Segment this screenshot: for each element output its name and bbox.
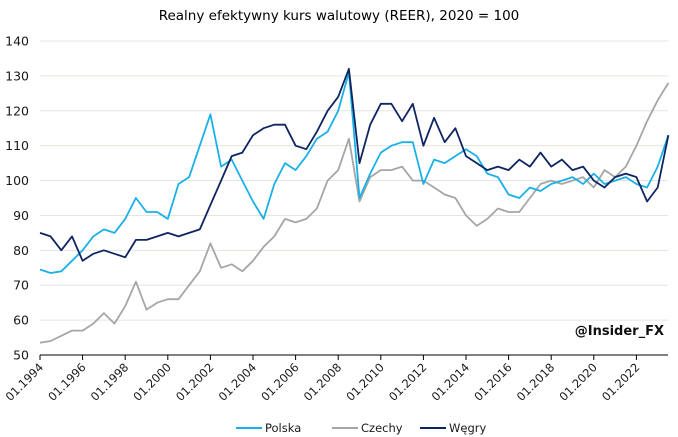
- watermark: @Insider_FX: [575, 324, 664, 339]
- series-line-węgry: [39, 68, 670, 262]
- x-tick-label: 01.2018: [514, 360, 558, 404]
- y-tick-label: 110: [5, 138, 29, 153]
- x-tick-label: 01.1998: [88, 360, 132, 404]
- x-tick-label: 01.2008: [301, 360, 345, 404]
- y-tick-label: 90: [13, 208, 29, 223]
- y-tick-label: 50: [13, 348, 29, 363]
- legend-label: Czechy: [361, 421, 403, 435]
- y-tick-label: 80: [13, 243, 29, 258]
- gridlines: [40, 40, 668, 321]
- x-tick-label: 01.2010: [343, 360, 387, 404]
- x-tick-label: 01.2022: [599, 360, 643, 404]
- y-tick-label: 130: [5, 68, 29, 83]
- series-line-czechy: [39, 82, 670, 344]
- legend-item: Węgry: [420, 421, 486, 435]
- x-tick-label: 01.2002: [173, 360, 217, 404]
- x-tick-label: 01.1996: [45, 360, 89, 404]
- series-line-polska: [39, 71, 670, 274]
- legend: Polska Czechy Węgry: [236, 421, 486, 435]
- x-tick-label: 01.1994: [3, 360, 47, 404]
- x-tick-label: 01.2000: [130, 360, 174, 404]
- y-tick-label: 100: [5, 173, 29, 188]
- x-tick-label: 01.2014: [429, 360, 473, 404]
- x-tick-label: 01.2016: [471, 360, 515, 404]
- legend-label: Polska: [265, 421, 301, 435]
- y-tick-label: 70: [13, 278, 29, 293]
- x-tick-label: 01.2006: [258, 360, 302, 404]
- legend-item: Czechy: [332, 421, 403, 435]
- legend-item: Polska: [236, 421, 301, 435]
- chart-title: Realny efektywny kurs walutowy (REER), 2…: [159, 8, 520, 24]
- legend-label: Węgry: [449, 421, 486, 435]
- x-axis: 01.1994 01.1996 01.1998 01.2000 01.2002 01.20…: [3, 354, 668, 404]
- y-tick-label: 120: [5, 103, 29, 118]
- y-tick-label: 60: [13, 313, 29, 328]
- x-tick-label: 01.2004: [216, 360, 260, 404]
- y-tick-label: 140: [5, 34, 29, 49]
- y-axis-ticks: 50 60 70 80 90 100 110 120 130 140: [5, 34, 29, 363]
- x-tick-label: 01.2012: [386, 360, 430, 404]
- x-tick-label: 01.2020: [556, 360, 600, 404]
- series-lines: [39, 68, 670, 344]
